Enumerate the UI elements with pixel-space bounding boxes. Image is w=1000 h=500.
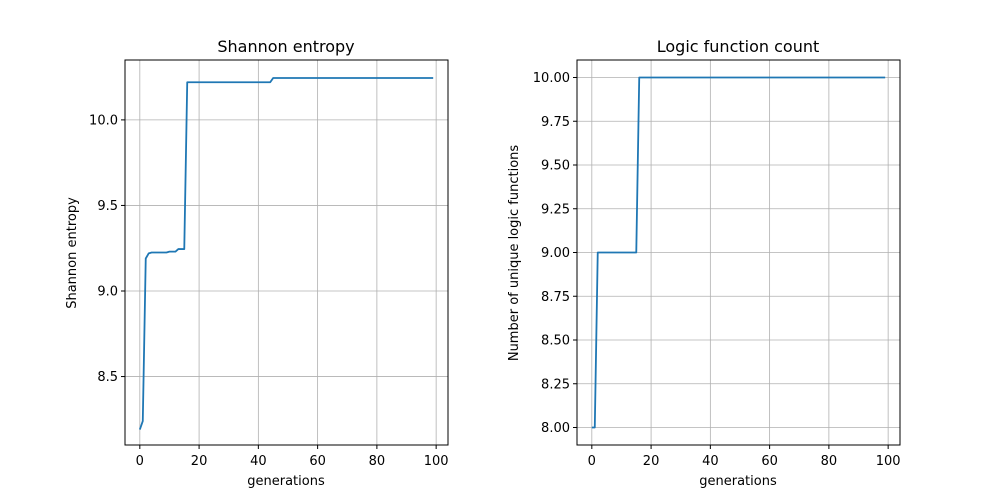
- y-axis-label: Number of unique logic functions: [507, 145, 522, 362]
- x-tick-label: 100: [424, 454, 449, 469]
- series-line: [138, 77, 434, 430]
- y-tick-label: 10.00: [533, 71, 570, 86]
- y-tick-label: 8.5: [97, 370, 118, 385]
- x-tick-label: 40: [702, 454, 719, 469]
- y-axis-label: Shannon entropy: [65, 197, 80, 309]
- y-tick-label: 8.25: [541, 377, 570, 392]
- y-tick-label: 8.75: [541, 290, 570, 305]
- x-tick-label: 20: [643, 454, 660, 469]
- x-tick-label: 80: [369, 454, 386, 469]
- axes-frame: [124, 59, 449, 446]
- y-tick-label: 9.75: [541, 115, 570, 130]
- y-tick-label: 9.00: [541, 246, 570, 261]
- x-axis-label: generations: [247, 474, 325, 489]
- chart-title: Logic function count: [657, 37, 820, 56]
- x-tick-label: 0: [588, 454, 596, 469]
- x-tick-label: 0: [136, 454, 144, 469]
- x-tick-label: 20: [191, 454, 208, 469]
- x-tick-label: 80: [821, 454, 838, 469]
- y-tick-label: 9.0: [97, 285, 118, 300]
- y-tick-label: 9.25: [541, 202, 570, 217]
- x-axis-label: generations: [699, 474, 777, 489]
- x-tick-label: 60: [761, 454, 778, 469]
- chart-logic-function-count: Logic function count 0 20 40 60 80 100 8.00 8.2…: [507, 37, 901, 489]
- y-tick-label: 10.0: [89, 113, 118, 128]
- x-tick-label: 100: [876, 454, 901, 469]
- chart-shannon-entropy: Shannon entropy 0 20 40 60 80 100 8.5 9.0 9.5 10.…: [65, 37, 449, 489]
- y-tick-label: 8.50: [541, 334, 570, 349]
- y-tick-label: 9.50: [541, 159, 570, 174]
- x-tick-label: 60: [309, 454, 326, 469]
- series-line: [591, 76, 886, 429]
- chart-title: Shannon entropy: [217, 37, 354, 56]
- y-tick-label: 9.5: [97, 199, 118, 214]
- y-tick-label: 8.00: [541, 421, 570, 436]
- x-tick-label: 40: [250, 454, 267, 469]
